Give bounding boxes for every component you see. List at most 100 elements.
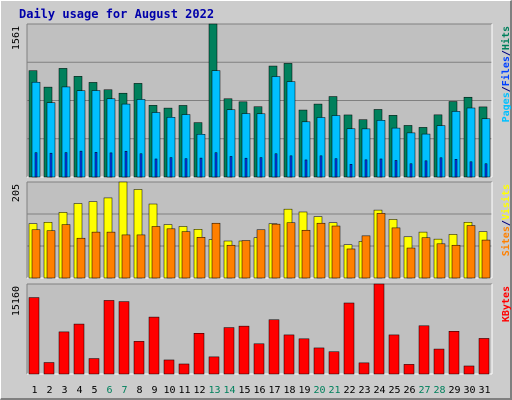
- sites-bar: [181, 231, 191, 279]
- day-label: 29: [448, 385, 460, 396]
- pages-bar: [379, 158, 383, 178]
- pages-bar: [109, 152, 113, 178]
- day-label: 7: [121, 385, 127, 396]
- pages-bar: [34, 152, 38, 178]
- kbytes-bar: [223, 327, 235, 375]
- kbytes-bar: [298, 338, 310, 375]
- day-label: 24: [373, 385, 385, 396]
- chart-title: Daily usage for August 2022: [19, 7, 214, 21]
- pages-bar: [154, 158, 158, 178]
- kbytes-bar: [388, 334, 400, 375]
- sites-bar: [256, 229, 266, 279]
- day-label: 12: [193, 385, 205, 396]
- pages-bar: [139, 153, 143, 178]
- sites-bar: [376, 213, 386, 279]
- pages-bar: [259, 157, 263, 178]
- pages-bar: [334, 158, 338, 178]
- sites-bar: [76, 237, 86, 279]
- pages-bar: [244, 157, 248, 178]
- kbytes-bar: [178, 363, 190, 375]
- kbytes-bar: [403, 364, 415, 375]
- kbytes-bar: [328, 351, 340, 375]
- kbytes-bar: [313, 347, 325, 375]
- pages-bar: [469, 161, 473, 178]
- sites-bar: [121, 234, 131, 279]
- pages-bar: [409, 163, 413, 178]
- kbytes-bar: [133, 341, 145, 375]
- legend: Pages/Files/Hits: [500, 26, 511, 122]
- sites-bar: [436, 243, 446, 279]
- kbytes-bar: [268, 319, 280, 375]
- legend-item: Visits: [500, 184, 511, 220]
- kbytes-bar: [418, 325, 430, 375]
- pages-bar: [229, 156, 233, 178]
- day-label: 18: [283, 385, 295, 396]
- day-label: 4: [76, 385, 82, 396]
- pages-bar: [484, 163, 488, 178]
- day-label: 11: [178, 385, 190, 396]
- pages-bar: [349, 164, 353, 178]
- day-label: 17: [268, 385, 280, 396]
- legend-item: Hits: [500, 26, 511, 50]
- sites-bar: [136, 234, 146, 279]
- day-label: 14: [223, 385, 235, 396]
- pages-bar: [424, 160, 428, 178]
- sites-bar: [151, 226, 161, 279]
- kbytes-bar: [358, 362, 370, 375]
- day-label: 1: [31, 385, 37, 396]
- pages-bar: [454, 159, 458, 178]
- legend-item: Files: [500, 56, 511, 86]
- pages-bar: [79, 150, 83, 178]
- legend-item: Sites: [500, 226, 511, 256]
- kbytes-bar: [103, 300, 115, 375]
- day-label: 6: [106, 385, 112, 396]
- kbytes-bar: [343, 302, 355, 375]
- sites-bar: [211, 222, 221, 279]
- sites-bar: [361, 235, 371, 279]
- sites-bar: [91, 231, 101, 279]
- day-label: 9: [151, 385, 157, 396]
- day-label: 23: [358, 385, 370, 396]
- sites-bar: [421, 237, 431, 279]
- day-label: 20: [313, 385, 325, 396]
- pages-bar: [274, 153, 278, 178]
- pages-bar: [64, 152, 68, 178]
- kbytes-bar: [448, 331, 460, 375]
- day-label: 27: [418, 385, 430, 396]
- pages-bar: [394, 160, 398, 178]
- pages-bar: [304, 159, 308, 178]
- pages-bar: [184, 158, 188, 178]
- legend-item: /: [501, 50, 511, 56]
- day-label: 26: [403, 385, 415, 396]
- pages-bar: [94, 152, 98, 178]
- sites-bar: [466, 225, 476, 279]
- kbytes-bar: [478, 338, 490, 375]
- legend-item: /: [501, 220, 511, 226]
- kbytes-bar: [118, 301, 130, 375]
- day-label: 21: [328, 385, 340, 396]
- visits-sites-panel: 205 Sites/Visits: [11, 181, 511, 279]
- legend: KBytes: [501, 286, 511, 322]
- kbytes-bar: [163, 359, 175, 375]
- sites-bar: [286, 222, 296, 279]
- kbytes-bar: [28, 297, 40, 375]
- legend: Sites/Visits: [500, 184, 511, 256]
- y-max-label: 1561: [11, 26, 22, 50]
- sites-bar: [241, 240, 251, 279]
- kbytes-bar: [148, 316, 160, 375]
- legend-item: Pages: [501, 92, 511, 122]
- day-label: 13: [208, 385, 220, 396]
- sites-bar: [451, 244, 461, 279]
- pages-bar: [169, 157, 173, 178]
- sites-bar: [31, 229, 41, 279]
- kbytes-bar: [193, 333, 205, 375]
- sites-bar: [346, 248, 356, 279]
- day-label: 15: [238, 385, 250, 396]
- day-label: 25: [388, 385, 400, 396]
- kbytes-panel: 15160 KBytes: [11, 283, 511, 375]
- kbytes-bar: [373, 283, 385, 375]
- sites-bar: [196, 237, 206, 279]
